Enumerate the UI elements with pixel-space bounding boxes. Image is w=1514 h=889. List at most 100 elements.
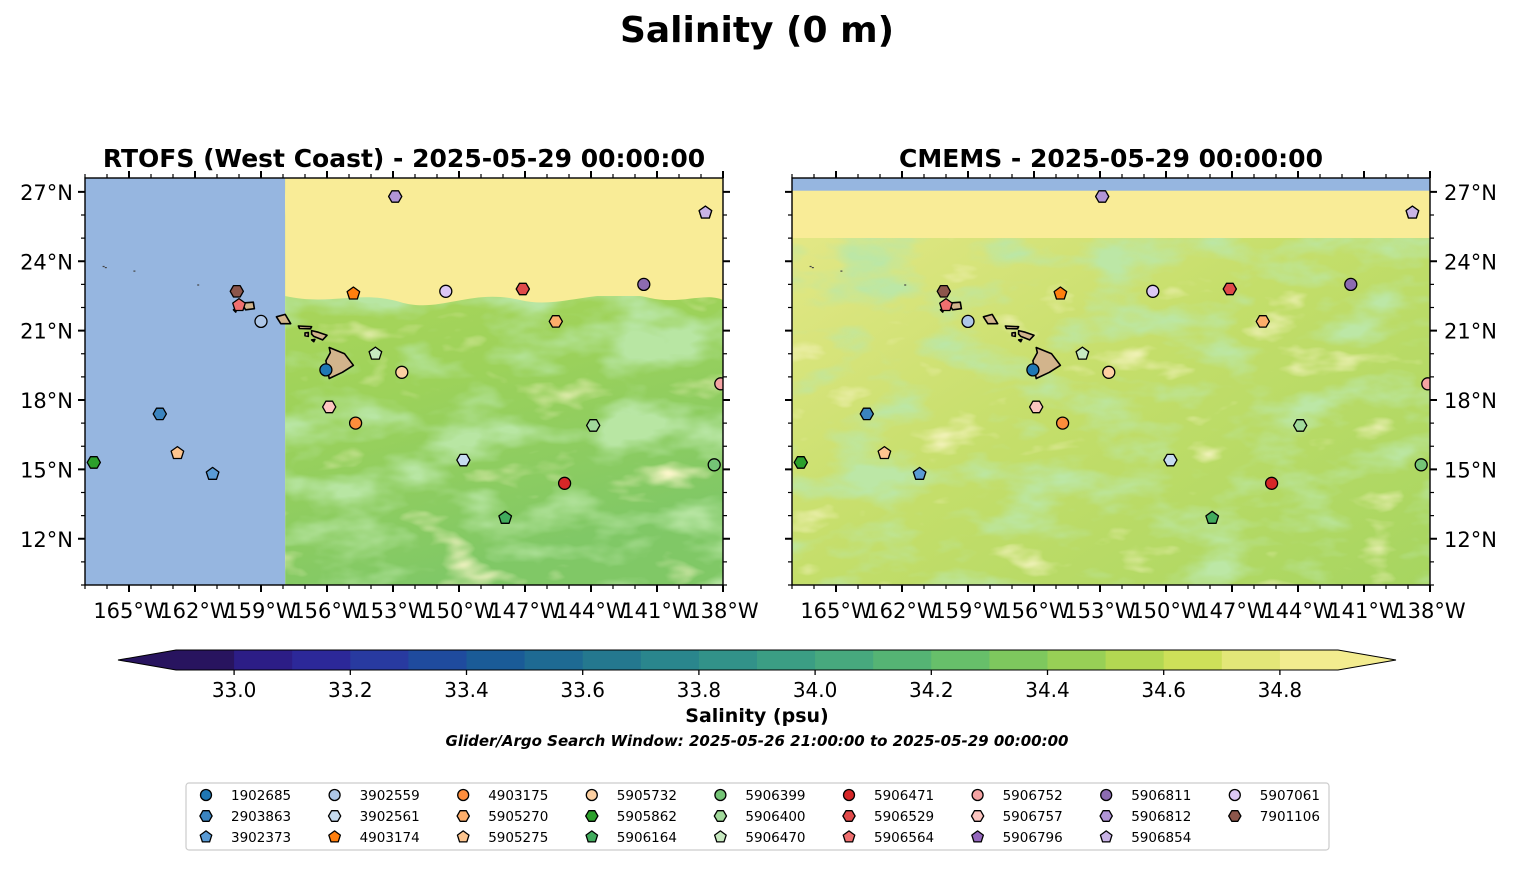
x-tick-label: 159°W (932, 599, 1004, 623)
float-markers-left (86, 190, 723, 524)
x-tick-label: 165°W (93, 599, 165, 623)
legend-marker-icon (713, 810, 728, 822)
legend-item-4903175: 4903175 (457, 788, 548, 804)
legend-marker-icon (1228, 810, 1242, 822)
legend-marker-icon (971, 830, 985, 843)
y-tick-label: 12°N (20, 528, 73, 552)
colorbar-tick-label: 34.2 (909, 678, 954, 702)
float-marker-5906757 (321, 400, 337, 414)
rtofs-land-mask (85, 178, 286, 585)
legend-label: 7901106 (1260, 809, 1320, 825)
legend-item-5906796: 5906796 (971, 830, 1063, 846)
legend-marker-icon (713, 830, 727, 843)
x-tick-label: 147°W (1196, 599, 1268, 623)
islet (104, 267, 107, 269)
legend-marker-icon (842, 830, 856, 843)
legend-label: 5906529 (874, 809, 934, 825)
islet (904, 284, 907, 286)
colorbar-bin (176, 650, 235, 670)
legend-label: 5905862 (617, 809, 677, 825)
x-tick-label: 156°W (291, 599, 363, 623)
colorbar-bin (1279, 650, 1339, 670)
y-tick-label: 24°N (20, 250, 73, 274)
float-marker-5906470 (1075, 346, 1090, 360)
legend-label: 5906164 (617, 830, 677, 846)
float-marker-5906400 (585, 419, 601, 432)
y-tick-label: 21°N (1444, 320, 1497, 344)
float-marker-5906529 (515, 282, 531, 296)
y-tick-label: 12°N (1444, 528, 1497, 552)
colorbar-bin (1163, 650, 1223, 670)
x-tick-label: 144°W (555, 599, 627, 623)
x-tick-label: 138°W (1394, 599, 1466, 623)
colorbar-bin (408, 650, 468, 670)
float-marker-3902559 (254, 314, 268, 329)
legend-label: 5906796 (1003, 830, 1063, 846)
colorbar-bin (640, 650, 700, 670)
float-marker-1902685 (1026, 363, 1040, 377)
float-marker-3902559 (961, 314, 975, 329)
y-tick-label: 27°N (1444, 181, 1497, 205)
legend-marker-icon (328, 788, 341, 802)
rtofs-axes: 165°W162°W159°W156°W153°W150°W147°W144°W… (20, 171, 759, 623)
legend-item-5906812: 5906812 (1099, 809, 1191, 825)
float-marker-5905862 (793, 456, 809, 469)
y-tick-label: 18°N (1444, 389, 1497, 413)
legend-label: 5906752 (1003, 788, 1063, 804)
legend-marker-icon (1099, 830, 1113, 843)
rtofs-high-salinity-cap (285, 178, 723, 296)
legend-label: 2903863 (231, 809, 291, 825)
float-marker-5907061 (439, 284, 453, 298)
legend-marker-icon (456, 810, 470, 822)
legend-item-5907061: 5907061 (1228, 788, 1320, 804)
x-tick-label: 162°W (159, 599, 231, 623)
float-marker-5907061 (1146, 284, 1160, 298)
float-marker-3902561 (456, 453, 471, 467)
island-maui (1017, 329, 1035, 341)
float-marker-5905270 (1255, 315, 1271, 328)
legend-label: 5906399 (745, 788, 805, 804)
float-marker-5906399 (1414, 458, 1428, 472)
islet (840, 270, 843, 272)
island-oahu (275, 313, 292, 325)
float-markers-right (793, 190, 1430, 524)
legend-frame (185, 782, 1330, 851)
legend-item-5906752: 5906752 (971, 788, 1063, 804)
float-marker-4903175 (348, 416, 363, 430)
legend-marker-icon (328, 830, 342, 843)
float-marker-5906564 (939, 297, 953, 312)
colorbar-tick-label: 33.2 (328, 678, 373, 702)
float-marker-5906164 (1205, 510, 1220, 524)
y-tick-label: 21°N (20, 320, 73, 344)
float-marker-5906854 (698, 205, 713, 219)
float-marker-3902561 (1163, 453, 1178, 467)
float-marker-4903175 (1055, 416, 1070, 430)
y-tick-label: 27°N (20, 181, 73, 205)
rtofs-frame (84, 177, 724, 586)
legend-label: 1902685 (231, 788, 291, 804)
colorbar-bin (989, 650, 1049, 670)
island-kahoolawe (310, 338, 316, 343)
colorbar-bin (757, 650, 816, 670)
float-marker-2903863 (152, 407, 168, 421)
colorbar-tick-label: 34.8 (1258, 678, 1303, 702)
x-tick-label: 150°W (1130, 599, 1202, 623)
float-marker-2903863 (859, 407, 875, 421)
rtofs-cap-edge (285, 294, 723, 306)
hawaii-islands-left (102, 265, 355, 380)
y-tick-label: 24°N (1444, 250, 1497, 274)
float-marker-5906752 (1421, 377, 1430, 391)
island-lanai (1011, 331, 1017, 338)
float-marker-3902373 (912, 466, 927, 480)
legend-marker-icon (457, 788, 470, 802)
legend-label: 5905270 (488, 809, 548, 825)
x-tick-label: 153°W (1064, 599, 1136, 623)
legend-marker-icon (971, 788, 984, 802)
x-tick-label: 165°W (800, 599, 872, 623)
legend-marker-icon (585, 788, 598, 802)
legend-label: 5906400 (745, 809, 805, 825)
float-marker-5906399 (707, 458, 721, 472)
x-tick-label: 138°W (687, 599, 759, 623)
legend-label: 3902373 (231, 830, 291, 846)
legend-item-1902685: 1902685 (199, 788, 291, 804)
